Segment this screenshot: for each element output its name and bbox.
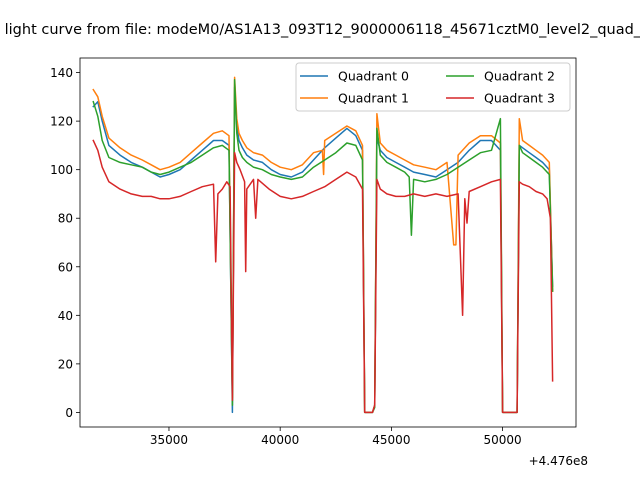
series-line-quadrant-1: [92, 76, 554, 414]
legend-label: Quadrant 3: [484, 91, 555, 106]
y-tick-label: 20: [58, 357, 73, 371]
legend-label: Quadrant 2: [484, 69, 555, 84]
y-tick-label: 140: [50, 66, 73, 80]
chart-title: Plot for light curve from file: modeM0/A…: [0, 22, 640, 38]
legend-box: [295, 62, 571, 112]
y-tick-label: 0: [65, 406, 73, 420]
series-line-quadrant-0: [92, 86, 554, 414]
x-tick-label: 45000: [372, 433, 410, 447]
x-tick-label: 35000: [150, 433, 188, 447]
legend: Quadrant 0 Quadrant 1 Quadrant 2 Quadrant 3: [295, 62, 571, 112]
x-tick-label: 50000: [484, 433, 522, 447]
legend-label: Quadrant 0: [338, 69, 409, 84]
series-line-quadrant-2: [92, 79, 554, 414]
x-offset-label: +4.476e8: [529, 454, 588, 468]
axes-frame: [79, 57, 577, 428]
legend-label: Quadrant 1: [338, 91, 409, 106]
series-layer: [92, 76, 554, 414]
y-tick-label: 120: [50, 115, 73, 129]
y-tick-label: 60: [58, 260, 73, 274]
y-tick-label: 80: [58, 212, 73, 226]
ticks-layer: 35000 40000 45000 50000 0 20 40 60 80 100 120 140: [50, 66, 522, 447]
x-tick-label: 40000: [261, 433, 299, 447]
y-tick-label: 100: [50, 163, 73, 177]
series-line-quadrant-3: [92, 139, 554, 414]
y-tick-label: 40: [58, 309, 73, 323]
